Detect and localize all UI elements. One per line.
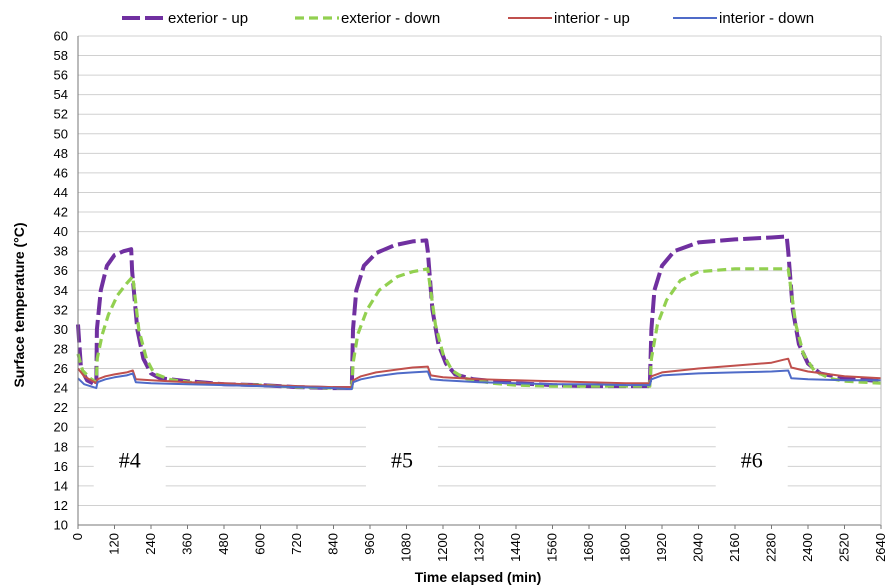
y-tick-label: 46 [54, 165, 68, 180]
y-tick-label: 48 [54, 146, 68, 161]
y-tick-label: 56 [54, 68, 68, 83]
annotation-box [93, 419, 166, 502]
y-tick-label: 38 [54, 244, 68, 259]
y-tick-label: 50 [54, 126, 68, 141]
x-tick-label: 1200 [435, 533, 450, 562]
y-tick-label: 60 [54, 29, 68, 44]
x-tick-label: 840 [326, 533, 341, 555]
annotations: #4 #5 #6 [93, 419, 788, 502]
x-tick-label: 1320 [472, 533, 487, 562]
annotation-box [715, 419, 788, 502]
x-tick-label: 960 [362, 533, 377, 555]
x-tick-label: 360 [180, 533, 195, 555]
x-tick-label: 1680 [581, 533, 596, 562]
series-lines [76, 234, 882, 391]
y-tick-label: 16 [54, 459, 68, 474]
x-tick-label: 480 [216, 533, 231, 555]
x-tick-label: 1800 [618, 533, 633, 562]
y-tick-label: 26 [54, 361, 68, 376]
y-tick-label: 58 [54, 48, 68, 63]
legend-label: exterior - up [168, 10, 248, 27]
y-tick-label: 34 [54, 283, 68, 298]
x-tick-label: 2040 [691, 533, 706, 562]
y-tick-label: 30 [54, 322, 68, 337]
y-tick-label: 14 [54, 478, 68, 493]
y-tick-label: 20 [54, 420, 68, 435]
x-tick-label: 1920 [654, 533, 669, 562]
y-axis-title: Surface temperature (°C) [11, 222, 27, 387]
y-tick-label: 28 [54, 341, 68, 356]
x-tick-label: 120 [107, 533, 122, 555]
x-axis-title: Time elapsed (min) [415, 569, 542, 585]
x-tick-label: 720 [289, 533, 304, 555]
x-tick-label: 2640 [873, 533, 885, 562]
x-tick-label: 1080 [399, 533, 414, 562]
y-tick-label: 52 [54, 107, 68, 122]
x-tick-label: 2280 [764, 533, 779, 562]
y-tick-label: 24 [54, 381, 68, 396]
annotation-label: #5 [391, 447, 413, 472]
x-tick-label: 600 [253, 533, 268, 555]
x-tick-label: 240 [143, 533, 158, 555]
x-tick-label: 2160 [727, 533, 742, 562]
series-line-interior-down [77, 369, 881, 391]
y-tick-label: 54 [54, 87, 68, 102]
x-tick-label: 1440 [508, 533, 523, 562]
y-tick-label: 12 [54, 498, 68, 513]
y-tick-label: 18 [54, 439, 68, 454]
y-tick-label: 40 [54, 224, 68, 239]
series-line-exterior-down [76, 267, 882, 390]
axes: 10 12 14 16 18 20 22 24 26 28 30 32 34 36 38 40 42 44 46 48… [54, 29, 885, 562]
x-tick-label: 2400 [800, 533, 815, 562]
series-line-interior-up [77, 357, 882, 389]
x-tick-label: 0 [70, 533, 85, 540]
legend-label: interior - up [554, 10, 630, 27]
series-line-exterior-up [76, 234, 882, 391]
x-tick-label: 1560 [545, 533, 560, 562]
legend-label: exterior - down [341, 10, 440, 27]
y-tick-label: 44 [54, 185, 68, 200]
y-tick-label: 10 [54, 518, 68, 533]
legend: exterior - up exterior - down interior - u… [122, 10, 814, 27]
legend-label: interior - down [719, 10, 814, 27]
annotation-box [365, 419, 438, 502]
gridlines [78, 35, 881, 526]
annotation-label: #4 [119, 447, 141, 472]
y-tick-label: 36 [54, 263, 68, 278]
annotation-label: #6 [741, 447, 763, 472]
y-tick-label: 42 [54, 205, 68, 220]
x-tick-label: 2520 [837, 533, 852, 562]
y-tick-label: 32 [54, 302, 68, 317]
y-tick-label: 22 [54, 400, 68, 415]
